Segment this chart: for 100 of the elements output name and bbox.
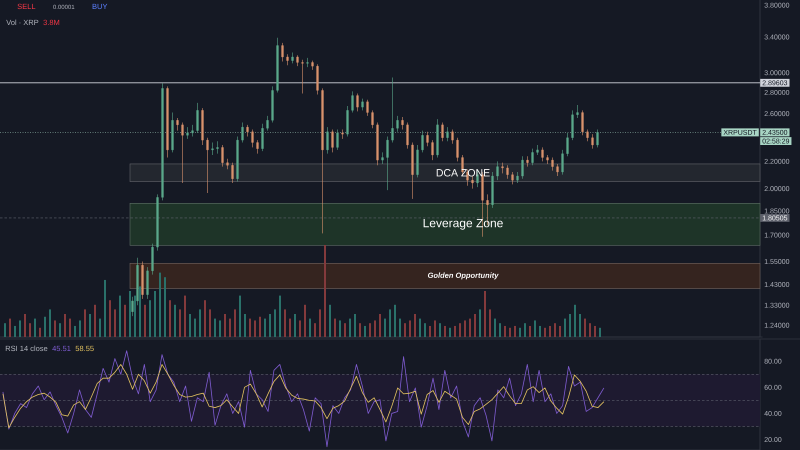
- bar: [189, 314, 192, 337]
- candlestick: [381, 152, 384, 164]
- bar: [199, 309, 201, 337]
- bar: [244, 314, 246, 337]
- candlestick: [311, 60, 314, 70]
- bar: [59, 323, 62, 337]
- bar: [109, 300, 111, 337]
- line-series: [2, 364, 604, 428]
- bar: [289, 318, 291, 337]
- candlestick: [571, 110, 574, 140]
- bar: [94, 304, 96, 337]
- candlestick: [371, 110, 374, 129]
- candlestick: [131, 296, 134, 316]
- candlestick: [306, 58, 309, 68]
- bar: [99, 318, 102, 337]
- bar: [139, 286, 141, 337]
- bar: [49, 309, 51, 337]
- bar: [29, 323, 31, 337]
- bar: [554, 323, 556, 337]
- bar: [344, 323, 346, 337]
- bar: [194, 318, 196, 337]
- bar: [234, 309, 236, 337]
- bar: [389, 309, 392, 337]
- bar: [229, 318, 232, 337]
- candlestick: [456, 137, 459, 162]
- candlestick: [551, 157, 554, 171]
- candlestick: [386, 136, 389, 190]
- bar: [414, 314, 416, 337]
- bar: [34, 318, 36, 337]
- bar: [589, 323, 592, 337]
- bar: [594, 326, 596, 337]
- candlestick: [556, 164, 559, 176]
- bar: [14, 326, 16, 337]
- bar: [499, 323, 502, 337]
- bar: [379, 314, 382, 337]
- bar: [284, 309, 286, 337]
- bar: [179, 309, 181, 337]
- bar: [264, 318, 266, 337]
- candlestick: [286, 54, 289, 66]
- candlestick: [346, 106, 349, 137]
- candlestick: [401, 116, 404, 130]
- bar: [119, 296, 121, 337]
- candlestick: [196, 102, 199, 134]
- bar: [394, 304, 396, 337]
- bar: [314, 323, 316, 337]
- candlestick: [591, 134, 594, 149]
- bar: [339, 320, 342, 337]
- bar: [469, 318, 472, 337]
- bar: [369, 323, 372, 337]
- candlestick: [246, 124, 249, 137]
- candlestick: [561, 150, 564, 175]
- bar: [399, 318, 402, 337]
- candlestick: [541, 147, 544, 162]
- candlestick: [251, 129, 254, 148]
- candlestick: [216, 141, 219, 154]
- bar: [464, 320, 466, 337]
- bar: [324, 244, 326, 337]
- candlestick: [581, 110, 584, 136]
- candlestick: [521, 156, 524, 180]
- candlestick: [281, 42, 284, 62]
- bar: [24, 314, 26, 337]
- candlestick: [296, 54, 299, 66]
- candlestick: [406, 122, 409, 149]
- bar: [274, 309, 276, 337]
- candlestick: [231, 162, 234, 184]
- candlestick: [361, 98, 364, 111]
- bar: [104, 280, 106, 337]
- candlestick: [391, 77, 394, 143]
- bar: [349, 318, 352, 337]
- bar: [419, 318, 422, 337]
- bar: [79, 320, 82, 337]
- bar: [564, 318, 566, 337]
- bar: [164, 277, 166, 337]
- candlestick: [356, 93, 359, 112]
- bar: [214, 318, 216, 337]
- bar: [209, 309, 212, 337]
- bar: [364, 326, 366, 337]
- bar: [114, 309, 116, 337]
- bar: [44, 316, 46, 337]
- bar: [439, 323, 442, 337]
- bar: [514, 326, 516, 337]
- bar: [519, 328, 522, 337]
- bar: [529, 326, 532, 337]
- candlestick: [396, 116, 399, 132]
- bar: [449, 328, 452, 337]
- bar: [69, 318, 71, 337]
- bar: [354, 314, 356, 337]
- bar: [64, 314, 66, 337]
- bar: [599, 328, 602, 337]
- candlestick: [301, 59, 304, 94]
- candlestick: [226, 158, 229, 170]
- candlestick: [206, 137, 209, 194]
- candlestick: [501, 162, 504, 174]
- bar: [294, 314, 296, 337]
- bar: [549, 326, 552, 337]
- candlestick: [186, 126, 189, 140]
- candlestick: [191, 124, 194, 137]
- bar: [574, 304, 576, 337]
- bar: [254, 320, 256, 337]
- candlestick: [526, 156, 529, 167]
